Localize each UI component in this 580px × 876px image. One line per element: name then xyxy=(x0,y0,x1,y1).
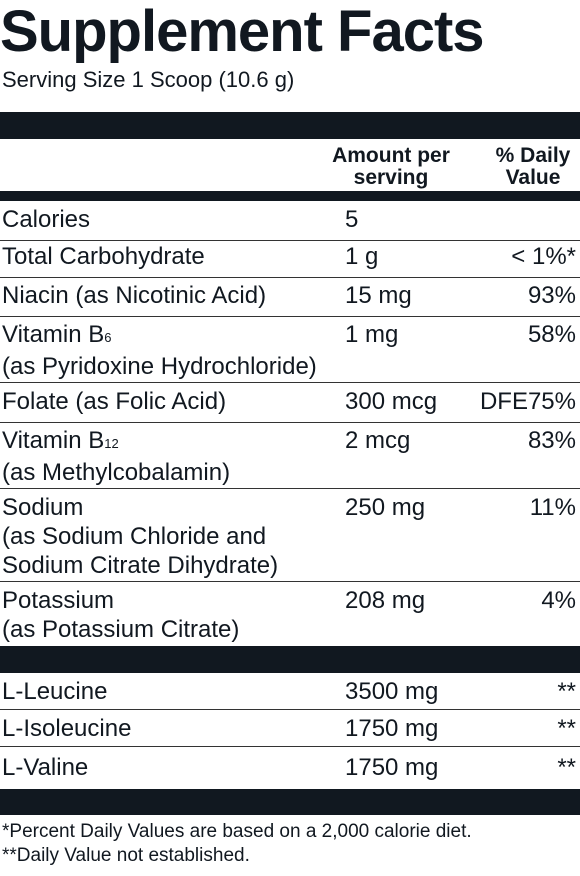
nutrient-name: Calories xyxy=(2,206,91,233)
amino-acid-row: L-Leucine 3500 mg ** xyxy=(0,677,580,710)
nutrient-row: Potassium (as Potassium Citrate) 208 mg … xyxy=(0,586,580,644)
nutrient-row: Niacin (as Nicotinic Acid) 15 mg 93% xyxy=(0,281,580,317)
nutrient-daily-value: 93% xyxy=(527,282,576,309)
nutrient-daily-value: 58% xyxy=(527,321,576,348)
nutrient-amount: 300 mcg xyxy=(345,388,438,415)
amino-acid-row: L-Valine 1750 mg ** xyxy=(0,753,580,785)
amino-acid-name: L-Valine xyxy=(2,754,89,781)
nutrient-daily-value: 11% xyxy=(529,494,576,521)
nutrient-name: Vitamin B6 (as Pyridoxine Hydrochloride) xyxy=(2,321,317,380)
panel-title: Supplement Facts xyxy=(0,0,485,64)
subscript: 12 xyxy=(104,436,119,451)
header-divider-bar xyxy=(0,191,580,201)
nutrient-row: Total Carbohydrate 1 g < 1%* xyxy=(0,242,580,278)
amino-acid-daily-value: ** xyxy=(557,754,576,781)
serving-size: Serving Size 1 Scoop (10.6 g) xyxy=(2,67,295,92)
daily-value-footnote: *Percent Daily Values are based on a 2,0… xyxy=(2,821,472,842)
nutrient-daily-value: DFE75% xyxy=(479,388,576,415)
nutrient-daily-value: < 1%* xyxy=(511,243,576,270)
nutrient-name: Potassium (as Potassium Citrate) xyxy=(2,587,240,643)
nutrient-name: Total Carbohydrate xyxy=(2,243,205,270)
nutrient-amount: 15 mg xyxy=(345,282,412,309)
nutrient-daily-value: 83% xyxy=(527,427,576,454)
amino-acid-name: L-Isoleucine xyxy=(2,715,132,742)
nutrient-name: Sodium (as Sodium Chloride and Sodium Ci… xyxy=(2,494,279,579)
nutrient-amount: 208 mg xyxy=(345,587,426,614)
nutrient-amount: 250 mg xyxy=(345,494,426,521)
nutrient-row: Sodium (as Sodium Chloride and Sodium Ci… xyxy=(0,493,580,582)
nutrient-amount: 5 xyxy=(345,206,359,233)
nutrient-daily-value: 4% xyxy=(541,587,576,614)
amount-per-serving-header: Amount per serving xyxy=(332,144,450,189)
top-thick-bar xyxy=(0,112,580,139)
nutrient-name: Folate (as Folic Acid) xyxy=(2,388,227,415)
amino-acid-amount: 1750 mg xyxy=(345,754,439,781)
bottom-thick-bar xyxy=(0,789,580,815)
subscript: 6 xyxy=(104,330,112,345)
nutrient-name: Niacin (as Nicotinic Acid) xyxy=(2,282,267,309)
nutrient-amount: 1 g xyxy=(345,243,379,270)
amino-acid-amount: 3500 mg xyxy=(345,678,439,705)
amino-acid-row: L-Isoleucine 1750 mg ** xyxy=(0,714,580,747)
nutrient-row: Folate (as Folic Acid) 300 mcg DFE75% xyxy=(0,387,580,423)
daily-value-header: % Daily Value xyxy=(495,144,571,189)
amino-acid-daily-value: ** xyxy=(557,715,576,742)
amino-acid-amount: 1750 mg xyxy=(345,715,439,742)
amino-acid-name: L-Leucine xyxy=(2,678,108,705)
middle-thick-bar xyxy=(0,646,580,673)
nutrient-amount: 2 mcg xyxy=(345,427,411,454)
amino-acid-daily-value: ** xyxy=(557,678,576,705)
nutrient-amount: 1 mg xyxy=(345,321,399,348)
not-established-footnote: **Daily Value not established. xyxy=(2,845,250,866)
nutrient-row: Vitamin B6 (as Pyridoxine Hydrochloride)… xyxy=(0,320,580,383)
nutrient-row: Calories 5 xyxy=(0,205,580,241)
nutrient-row: Vitamin B12 (as Methylcobalamin) 2 mcg 8… xyxy=(0,426,580,489)
nutrient-name: Vitamin B12 (as Methylcobalamin) xyxy=(2,427,231,486)
